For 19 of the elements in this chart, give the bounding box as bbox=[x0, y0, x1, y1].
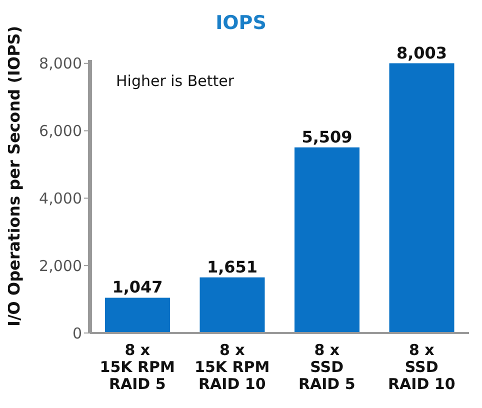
chart-title: IOPS bbox=[216, 12, 266, 34]
bar bbox=[105, 298, 170, 333]
bar bbox=[200, 277, 265, 333]
y-tick-label: 8,000 bbox=[39, 54, 82, 73]
y-tick-label: 0 bbox=[72, 324, 82, 342]
data-label: 5,509 bbox=[302, 127, 352, 146]
x-tick-label: 8 x 15K RPM RAID 5 bbox=[100, 341, 175, 393]
annotation: Higher is Better bbox=[116, 72, 234, 90]
y-tick-label: 6,000 bbox=[39, 122, 82, 140]
x-tick-label: 8 x 15K RPM RAID 10 bbox=[194, 341, 270, 393]
data-label: 8,003 bbox=[396, 43, 448, 62]
x-tick-label: 8 x SSD RAID 5 bbox=[298, 341, 356, 393]
y-tick-label: 2,000 bbox=[39, 256, 82, 275]
data-label: 1,651 bbox=[206, 257, 258, 276]
data-label: 1,047 bbox=[112, 278, 163, 297]
y-tick-label: 4,000 bbox=[39, 190, 82, 208]
bar bbox=[294, 147, 360, 333]
bar bbox=[389, 63, 454, 333]
x-tick-label: 8 x SSD RAID 10 bbox=[388, 341, 456, 393]
